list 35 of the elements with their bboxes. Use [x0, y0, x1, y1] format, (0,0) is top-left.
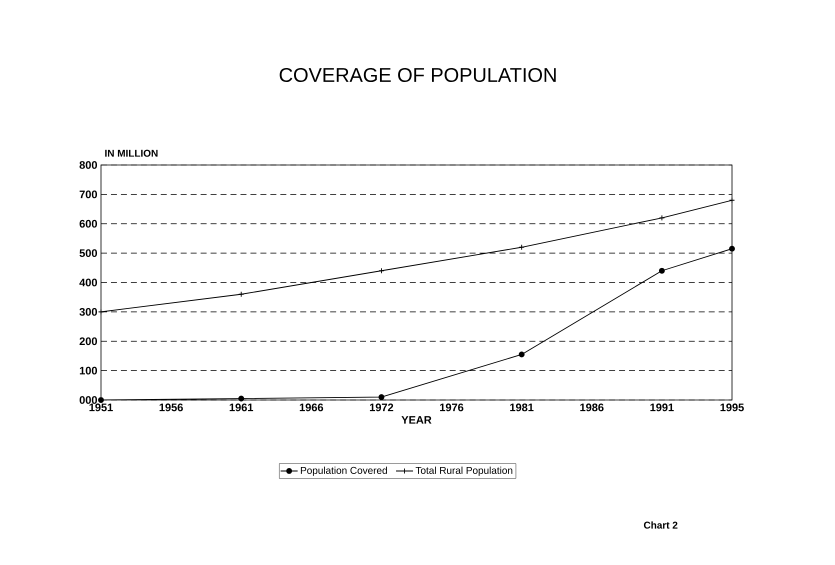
- y-tick-label: 400: [79, 278, 98, 286]
- point: [518, 352, 525, 358]
- x-tick-label: 1951: [89, 404, 113, 412]
- x-tick-label: 1991: [650, 404, 674, 412]
- point: [238, 396, 244, 402]
- point: [658, 268, 665, 274]
- point: [378, 268, 384, 274]
- chart-title: COVERAGE OF POPULATION: [280, 68, 556, 82]
- x-axis-title: YEAR: [401, 416, 432, 424]
- y-axis-title: IN MILLION: [105, 150, 158, 157]
- y-tick-label: 300: [79, 308, 98, 316]
- y-tick-label: 800: [80, 161, 98, 169]
- point: [518, 244, 525, 250]
- x-tick-label: 1956: [160, 404, 183, 412]
- y-tick-label: 200: [80, 337, 98, 346]
- y-tick-label: 100: [80, 366, 98, 375]
- legend-label: Population Covered: [300, 466, 387, 476]
- x-tick-label: 1972: [370, 404, 394, 412]
- y-tick-label: 700: [80, 190, 98, 198]
- caption: Chart 2: [644, 521, 678, 529]
- point: [238, 291, 244, 298]
- point: [378, 394, 384, 400]
- x-tick-label: 1981: [510, 404, 534, 412]
- point: [98, 397, 104, 403]
- x-tick-label: 1961: [230, 404, 254, 412]
- y-tick-label: 000: [80, 396, 98, 404]
- x-tick-label: 1995: [720, 404, 744, 412]
- x-tick-label: 1976: [440, 404, 464, 412]
- y-tick-label: 500: [80, 249, 98, 258]
- point: [658, 214, 665, 221]
- point: [729, 246, 735, 252]
- legend-label: Total Rural Population: [416, 466, 512, 476]
- x-tick-label: 1966: [300, 404, 324, 412]
- x-tick-label: 1986: [580, 404, 604, 412]
- y-tick-label: 600: [80, 220, 98, 228]
